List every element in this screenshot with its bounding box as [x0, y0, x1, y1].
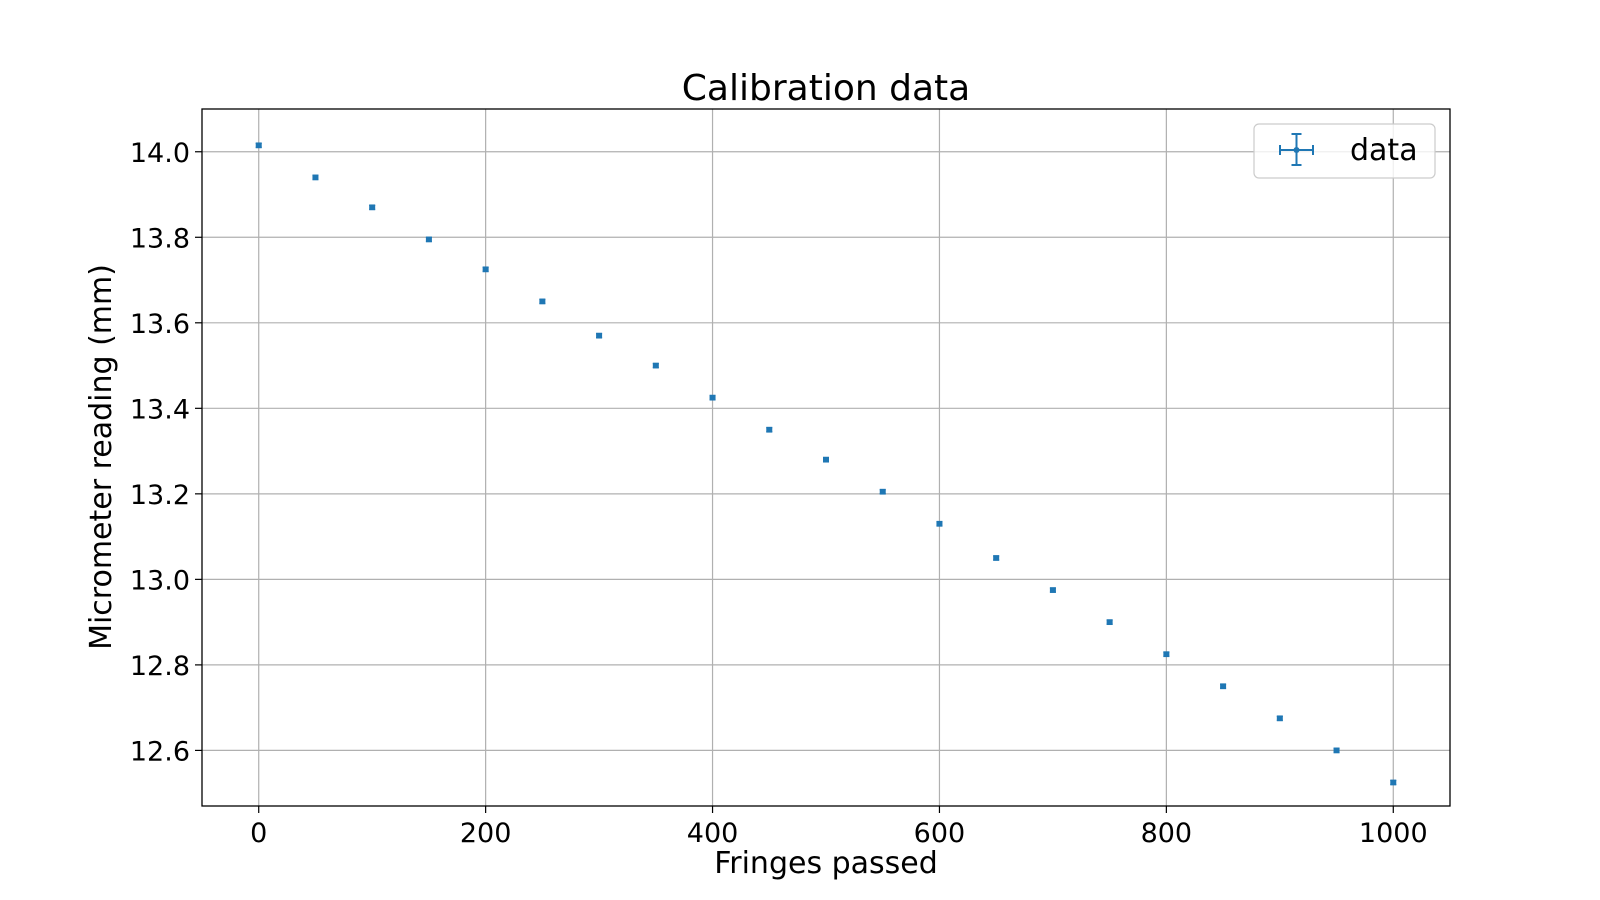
chart-title: Calibration data: [682, 68, 970, 109]
x-tick-label: 600: [914, 818, 966, 849]
data-point: [1276, 715, 1283, 722]
y-tick-label: 13.2: [130, 480, 190, 511]
y-tick-label: 13.8: [130, 223, 190, 254]
legend-marker: [1279, 133, 1314, 166]
y-tick-label: 13.6: [130, 309, 190, 340]
data-point: [482, 266, 489, 273]
y-tick-label: 13.4: [130, 394, 190, 425]
y-tick-label: 12.8: [130, 651, 190, 682]
data-point: [652, 362, 659, 369]
data-point: [709, 394, 716, 401]
legend-label-data: data: [1350, 133, 1418, 168]
data-point: [1220, 683, 1227, 690]
x-tick-label: 200: [460, 818, 512, 849]
data-point: [1163, 651, 1170, 658]
grid: [202, 109, 1450, 806]
data-point: [255, 142, 262, 149]
x-tick-label: 800: [1141, 818, 1193, 849]
x-tick-label: 400: [687, 818, 739, 849]
data-point: [1333, 747, 1340, 754]
x-axis-label: Fringes passed: [714, 846, 938, 881]
data-point: [766, 426, 773, 433]
data-point: [596, 332, 603, 339]
data-point: [936, 520, 943, 527]
data-point: [1106, 619, 1113, 626]
y-axis-label: Micrometer reading (mm): [84, 264, 119, 650]
data-point: [425, 236, 432, 243]
plot-frame: [201, 108, 1451, 807]
y-tick-label: 12.6: [130, 736, 190, 767]
data-point: [879, 488, 886, 495]
x-tick-label: 1000: [1359, 818, 1428, 849]
axis-ticks: 0 200 400 600 800 1000 12.6 12.8 13.0 13.2 13.4 13.…: [130, 138, 1428, 849]
data-point: [993, 555, 1000, 561]
y-tick-label: 14.0: [130, 138, 190, 169]
data-point: [823, 456, 829, 463]
data-point: [1390, 779, 1397, 786]
data-point: [1049, 587, 1056, 593]
data-point: [369, 204, 376, 211]
data-points: [255, 142, 1397, 786]
data-point: [539, 298, 546, 305]
data-point: [312, 174, 319, 181]
legend: data: [1253, 123, 1436, 179]
y-tick-label: 13.0: [130, 565, 190, 596]
x-tick-label: 0: [250, 818, 267, 849]
